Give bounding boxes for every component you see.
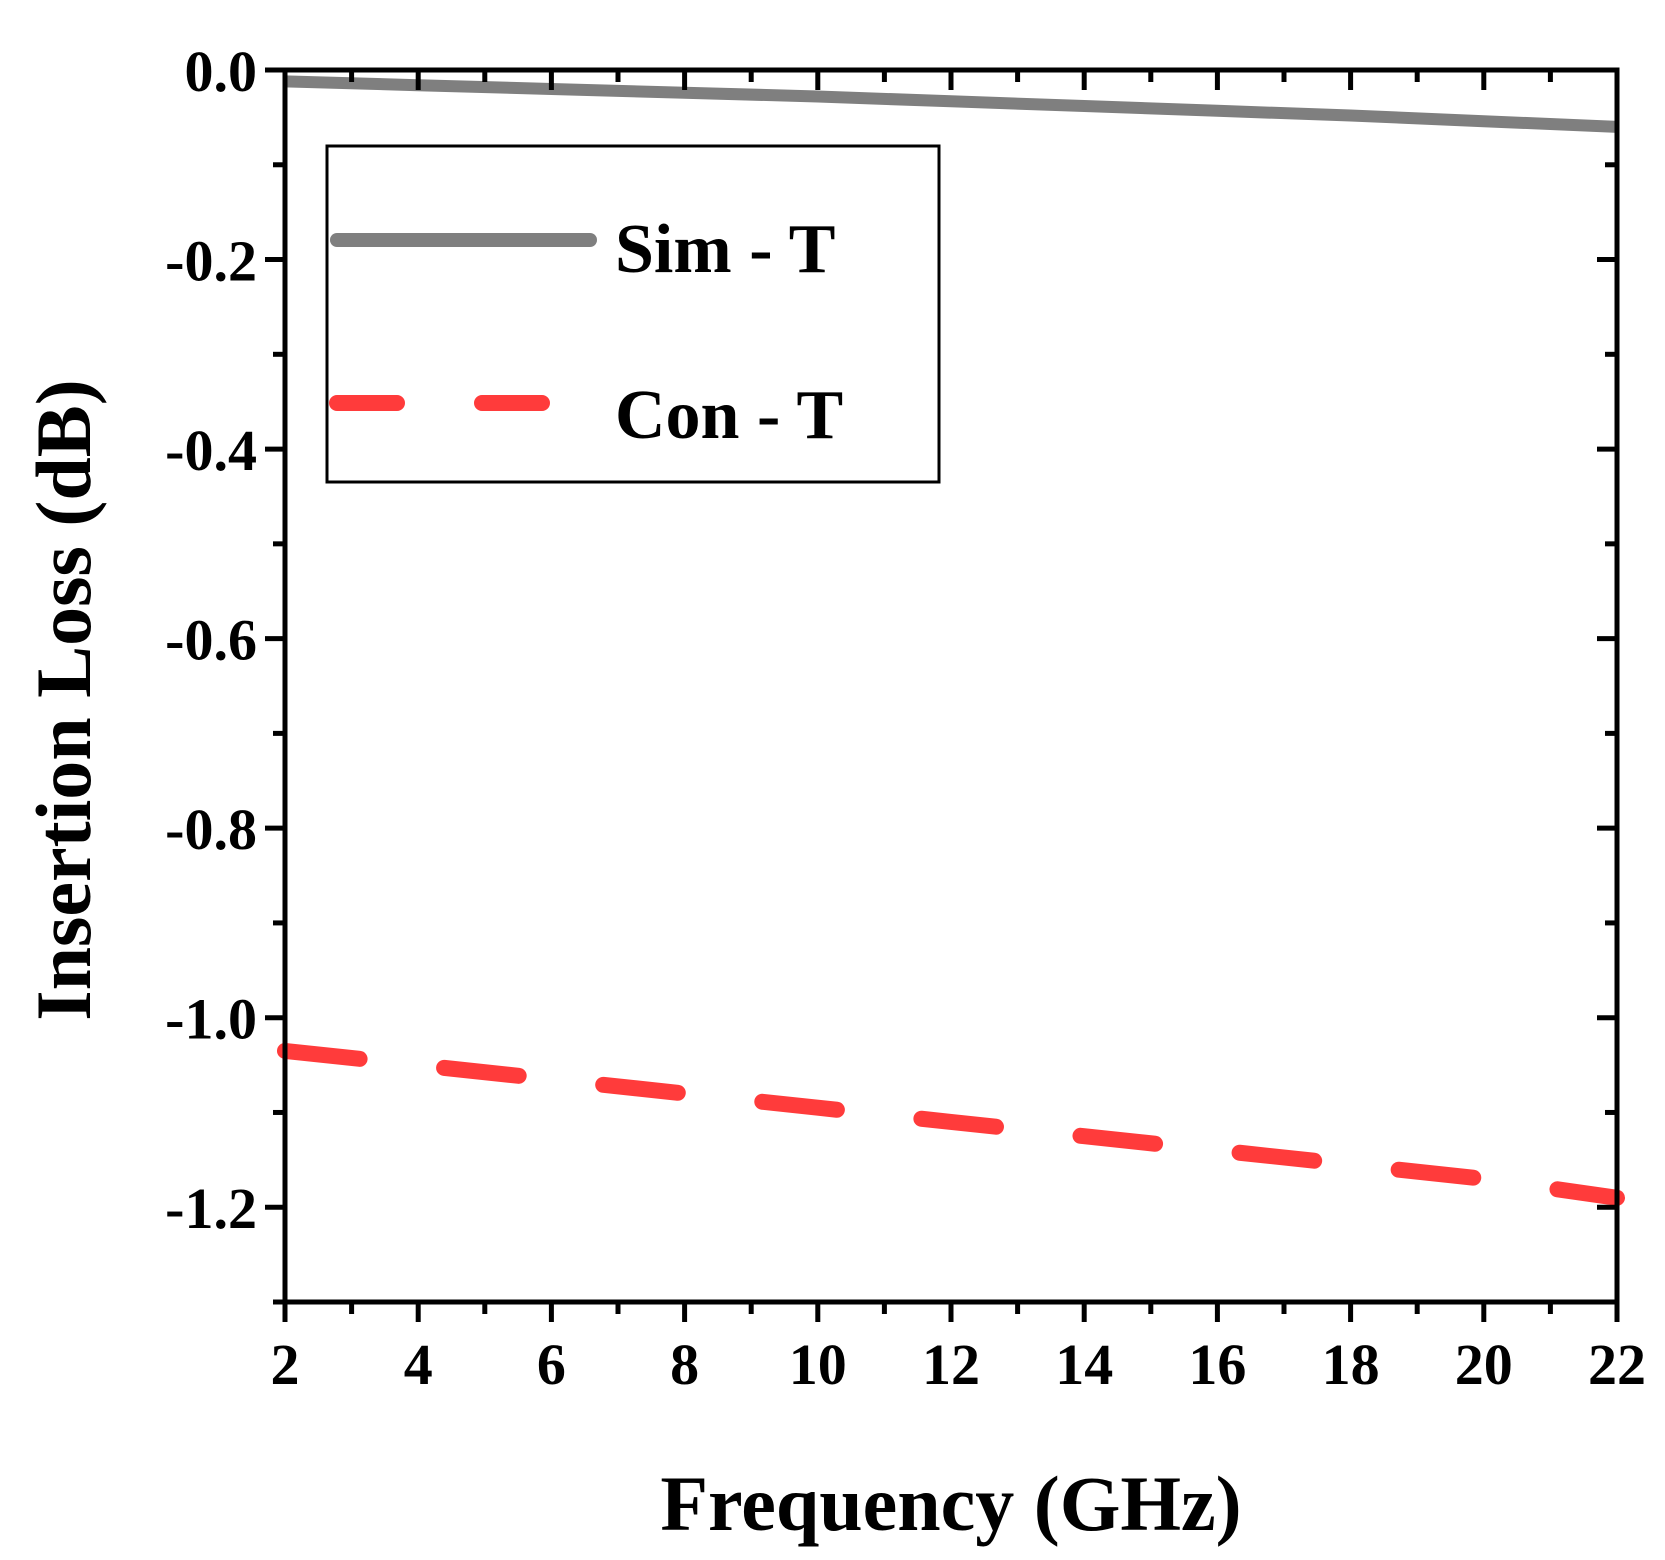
legend-label-con-t: Con - T xyxy=(615,377,843,454)
y-tick-label: -0.8 xyxy=(165,797,257,862)
y-tick-label: 0.0 xyxy=(185,39,258,104)
labels-layer: 2 4 6 8 10 12 14 16 18 20 22 0.0 -0.2 -0.4 -0.6 -0.8 -1.… xyxy=(165,39,1646,1397)
x-tick-label: 4 xyxy=(404,1332,433,1397)
x-tick-label: 16 xyxy=(1188,1332,1246,1397)
x-tick-label: 22 xyxy=(1588,1332,1646,1397)
legend-box xyxy=(325,144,941,484)
y-tick-label: -0.6 xyxy=(165,608,257,673)
x-tick-label: 10 xyxy=(789,1332,847,1397)
x-tick-label: 12 xyxy=(922,1332,980,1397)
legend-label-sim-t: Sim - T xyxy=(615,211,835,288)
y-tick-label: -0.2 xyxy=(165,229,257,294)
y-axis-title: Insertion Loss (dB) xyxy=(20,379,107,1020)
series-layer xyxy=(277,75,1625,1206)
x-tick-label: 8 xyxy=(670,1332,699,1397)
ticks-layer xyxy=(265,67,1620,1322)
series-line-sim-t xyxy=(284,75,1618,133)
series-line-con-t xyxy=(277,1042,1625,1206)
x-tick-label: 20 xyxy=(1455,1332,1513,1397)
y-tick-label: -1.2 xyxy=(165,1176,257,1241)
legend: Sim - T Con - T xyxy=(325,144,941,484)
y-tick-label: -1.0 xyxy=(165,987,257,1052)
x-tick-label: 18 xyxy=(1322,1332,1380,1397)
x-axis-title: Frequency (GHz) xyxy=(660,1460,1241,1547)
x-tick-label: 6 xyxy=(537,1332,566,1397)
x-tick-label: 2 xyxy=(271,1332,300,1397)
x-tick-label: 14 xyxy=(1055,1332,1113,1397)
y-tick-label: -0.4 xyxy=(165,418,257,483)
